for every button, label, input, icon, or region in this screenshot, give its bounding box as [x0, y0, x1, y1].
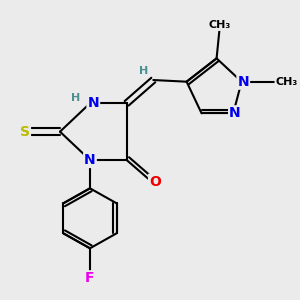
Text: N: N: [237, 75, 249, 89]
Text: CH₃: CH₃: [275, 77, 298, 87]
Text: N: N: [84, 153, 96, 167]
Text: H: H: [71, 93, 81, 103]
Text: CH₃: CH₃: [209, 20, 231, 30]
Text: F: F: [85, 271, 95, 285]
Text: N: N: [88, 96, 99, 110]
Text: O: O: [149, 175, 161, 189]
Text: H: H: [139, 66, 148, 76]
Text: N: N: [229, 106, 241, 120]
Text: S: S: [20, 125, 30, 139]
